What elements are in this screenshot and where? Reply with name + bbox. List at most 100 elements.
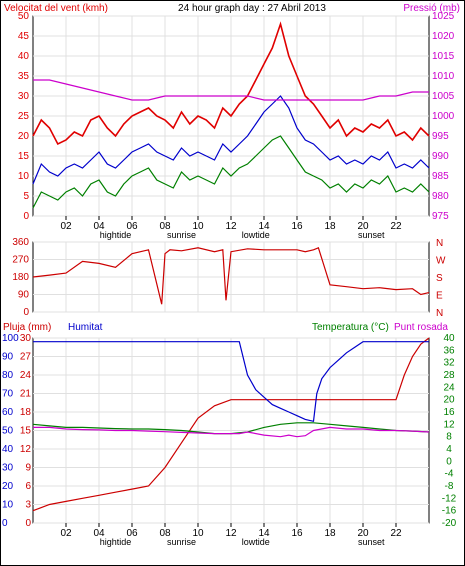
series-line-pressure bbox=[33, 79, 429, 101]
series-line-direction bbox=[32, 246, 430, 305]
rain-xtick-label: 02 bbox=[60, 528, 72, 539]
pressure-tick-label: 1010 bbox=[432, 71, 455, 82]
direction-tick-label: 180 bbox=[12, 272, 29, 283]
wind-tick-label: 30 bbox=[18, 91, 30, 102]
pressure-tick-label: 1025 bbox=[432, 11, 455, 22]
x-event-label: sunrise bbox=[167, 230, 196, 240]
wind-panel: 0510152025303540455097598098599099510001… bbox=[18, 11, 455, 240]
series-line-dewpoint bbox=[33, 426, 430, 438]
rain-tick-label: 12 bbox=[20, 444, 32, 455]
temperature-tick-label: -8 bbox=[445, 481, 454, 492]
rain-tick-label: 30 bbox=[20, 333, 32, 344]
compass-label: W bbox=[436, 256, 446, 267]
dewpoint-axis-label: Punt rosada bbox=[394, 322, 448, 333]
humidity-tick-label: 50 bbox=[2, 426, 14, 437]
rain-xtick-label: 20 bbox=[357, 528, 369, 539]
wind-xtick-label: 14 bbox=[258, 221, 270, 232]
pressure-tick-label: 1020 bbox=[432, 31, 455, 42]
humidity-tick-label: 30 bbox=[2, 463, 14, 474]
rain-tick-label: 24 bbox=[20, 370, 32, 381]
temperature-tick-label: 40 bbox=[443, 333, 455, 344]
pressure-tick-label: 995 bbox=[432, 131, 449, 142]
rain-tick-label: 9 bbox=[25, 463, 31, 474]
wind-tick-label: 25 bbox=[18, 111, 30, 122]
wind-xtick-label: 22 bbox=[390, 221, 402, 232]
humidity-tick-label: 100 bbox=[2, 333, 19, 344]
humidity-tick-label: 20 bbox=[2, 481, 14, 492]
compass-label: N bbox=[436, 238, 443, 249]
wind-xtick-label: 06 bbox=[126, 221, 138, 232]
humidity-axis-label: Humitat bbox=[68, 322, 103, 333]
temperature-tick-label: 0 bbox=[446, 456, 452, 467]
temperature-tick-label: -12 bbox=[442, 493, 457, 504]
series-line-average bbox=[32, 95, 430, 185]
temperature-tick-label: 16 bbox=[443, 407, 455, 418]
temperature-tick-label: -4 bbox=[445, 469, 454, 480]
temperature-tick-label: 4 bbox=[446, 444, 452, 455]
rain-panel: 0369121518212427300102030405060708090100… bbox=[2, 333, 457, 547]
x-event-label: sunset bbox=[358, 537, 385, 547]
x-event-label: lowtide bbox=[242, 537, 270, 547]
pressure-tick-label: 1005 bbox=[432, 91, 455, 102]
rain-tick-label: 6 bbox=[25, 481, 31, 492]
rain-tick-label: 18 bbox=[20, 407, 32, 418]
x-event-label: hightide bbox=[100, 230, 132, 240]
humidity-tick-label: 0 bbox=[2, 518, 8, 529]
wind-tick-label: 20 bbox=[18, 131, 30, 142]
wind-axis-label: Velocitat del vent (kmh) bbox=[4, 3, 108, 14]
humidity-tick-label: 60 bbox=[2, 407, 14, 418]
x-event-label: sunrise bbox=[167, 537, 196, 547]
x-event-label: lowtide bbox=[242, 230, 270, 240]
temperature-tick-label: -16 bbox=[442, 506, 457, 517]
rain-xtick-label: 04 bbox=[93, 528, 105, 539]
temperature-tick-label: 20 bbox=[443, 395, 455, 406]
rain-xtick-label: 16 bbox=[291, 528, 303, 539]
chart-title: 24 hour graph day : 27 Abril 2013 bbox=[178, 3, 326, 14]
wind-xtick-label: 18 bbox=[324, 221, 336, 232]
wind-xtick-label: 12 bbox=[225, 221, 237, 232]
humidity-tick-label: 70 bbox=[2, 389, 14, 400]
rain-xtick-label: 14 bbox=[258, 528, 270, 539]
pressure-tick-label: 980 bbox=[432, 191, 449, 202]
temperature-tick-label: 8 bbox=[446, 432, 452, 443]
rain-xtick-label: 06 bbox=[126, 528, 138, 539]
wind-xtick-label: 02 bbox=[60, 221, 72, 232]
temperature-tick-label: 36 bbox=[443, 345, 455, 356]
wind-tick-label: 45 bbox=[18, 31, 30, 42]
wind-xtick-label: 16 bbox=[291, 221, 303, 232]
wind-tick-label: 15 bbox=[18, 151, 30, 162]
wind-xtick-label: 04 bbox=[93, 221, 105, 232]
pressure-tick-label: 1000 bbox=[432, 111, 455, 122]
series-line-minimum bbox=[32, 135, 430, 209]
pressure-tick-label: 975 bbox=[432, 211, 449, 222]
rain-xtick-label: 08 bbox=[159, 528, 171, 539]
rain-xtick-label: 12 bbox=[225, 528, 237, 539]
rain-xtick-label: 18 bbox=[324, 528, 336, 539]
compass-label: N bbox=[436, 308, 443, 319]
rain-tick-label: 21 bbox=[20, 389, 32, 400]
pressure-tick-label: 1015 bbox=[432, 51, 455, 62]
wind-tick-label: 35 bbox=[18, 71, 30, 82]
wind-xtick-label: 08 bbox=[159, 221, 171, 232]
temperature-tick-label: 24 bbox=[443, 382, 455, 393]
temperature-tick-label: -20 bbox=[442, 518, 457, 529]
humidity-tick-label: 80 bbox=[2, 370, 14, 381]
wind-xtick-label: 10 bbox=[192, 221, 204, 232]
wind-tick-label: 50 bbox=[18, 11, 30, 22]
temperature-tick-label: 12 bbox=[443, 419, 455, 430]
series-line-rain bbox=[32, 337, 430, 512]
pressure-tick-label: 990 bbox=[432, 151, 449, 162]
pressure-axis-label: Pressió (mb) bbox=[403, 3, 460, 14]
temperature-tick-label: 32 bbox=[443, 358, 455, 369]
rain-tick-label: 3 bbox=[25, 500, 31, 511]
temperature-tick-label: 28 bbox=[443, 370, 455, 381]
compass-label: S bbox=[436, 273, 443, 284]
direction-tick-label: 270 bbox=[12, 255, 29, 266]
wind-tick-label: 5 bbox=[23, 191, 29, 202]
rain-xtick-label: 22 bbox=[390, 528, 402, 539]
direction-tick-label: 360 bbox=[12, 237, 29, 248]
wind-tick-label: 10 bbox=[18, 171, 30, 182]
wind-xtick-label: 20 bbox=[357, 221, 369, 232]
